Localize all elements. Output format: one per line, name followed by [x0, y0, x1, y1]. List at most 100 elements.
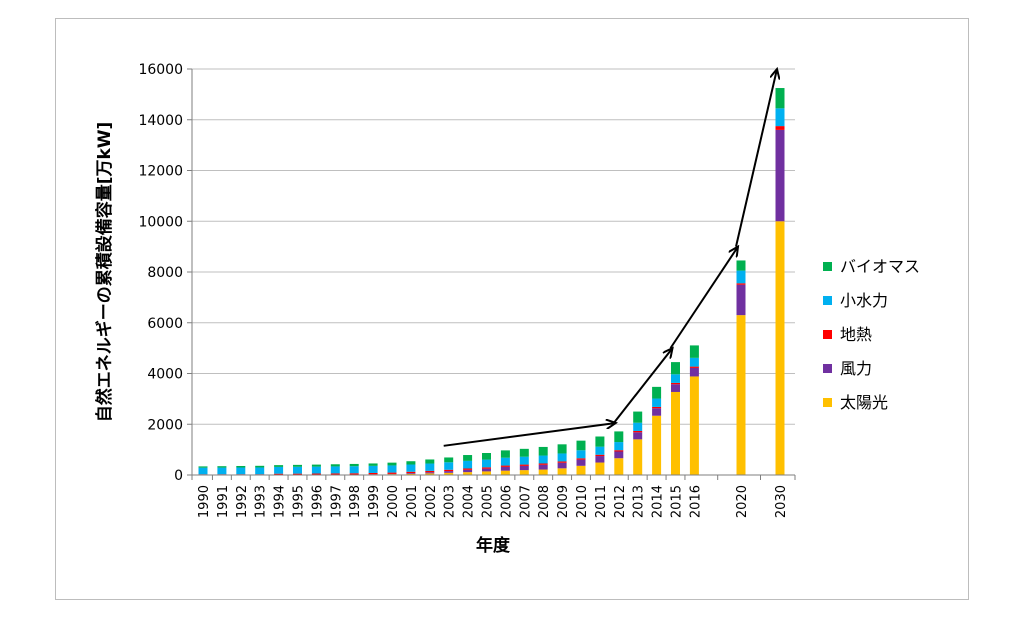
bar-1999-series-3	[369, 466, 378, 473]
bar-2007-series-4	[520, 449, 529, 457]
chart-frame: 0 2000 4000 6000 8000 10000 12000 14000 16000 19…	[55, 18, 969, 600]
bar-2008-series-4	[539, 447, 548, 456]
x-axis-label: 年度	[476, 535, 511, 556]
bar-2002-series-1	[425, 472, 434, 473]
x-tick-label-1990: 1990	[197, 485, 212, 518]
bar-2005-series-2	[482, 467, 491, 468]
bar-2013-series-2	[633, 431, 642, 432]
bar-2020-series-4	[737, 260, 746, 270]
bar-2014-series-3	[652, 399, 661, 407]
x-tick-label-1995: 1995	[292, 485, 307, 518]
y-tick-label: 14000	[138, 113, 183, 129]
legend-label-0: バイオマス	[840, 257, 920, 276]
bar-1994-series-4	[274, 465, 283, 467]
bar-2006-series-1	[501, 467, 510, 471]
y-tick-label: 0	[174, 468, 183, 484]
y-tick-label: 16000	[138, 62, 183, 78]
legend-swatch-2	[823, 330, 832, 339]
bar-2001-series-1	[406, 473, 415, 474]
bar-2007-series-2	[520, 465, 529, 466]
bar-2011-series-3	[595, 447, 604, 455]
legend-label-2: 地熱	[840, 325, 872, 344]
bar-2030-series-0	[776, 221, 785, 475]
bar-2014-series-1	[652, 408, 661, 415]
bar-2004-series-3	[463, 461, 472, 469]
x-tick-label-2004: 2004	[462, 485, 477, 518]
bar-2012-series-2	[614, 450, 623, 451]
x-tick-label-2003: 2003	[443, 485, 458, 518]
bar-1990-series-3	[199, 468, 208, 475]
bar-1996-series-4	[312, 465, 321, 467]
x-tick-label-2009: 2009	[556, 485, 571, 518]
bar-2016-series-0	[690, 376, 699, 475]
bar-2009-series-0	[558, 468, 567, 475]
legend-swatch-3	[823, 364, 832, 373]
x-tick-label-2030: 2030	[774, 485, 789, 518]
bar-2015-series-0	[671, 392, 680, 475]
bar-2020-series-3	[737, 271, 746, 284]
bar-1996-series-3	[312, 467, 321, 474]
bar-2003-series-1	[444, 471, 453, 473]
bar-2001-series-4	[406, 461, 415, 464]
x-tick-label-1996: 1996	[310, 485, 325, 518]
bar-2014-series-0	[652, 416, 661, 475]
bar-2010-series-3	[577, 450, 586, 458]
bar-2004-series-2	[463, 468, 472, 469]
x-tick-label-2008: 2008	[537, 485, 552, 518]
bar-2014-series-4	[652, 387, 661, 399]
bar-2016-series-2	[690, 367, 699, 368]
bar-2014-series-2	[652, 407, 661, 408]
bar-2012-series-3	[614, 442, 623, 450]
bar-2013-series-1	[633, 432, 642, 439]
x-tick-label-2016: 2016	[688, 485, 703, 518]
bar-1998-series-3	[350, 466, 359, 473]
bar-2001-series-2	[406, 472, 415, 473]
bar-2011-series-2	[595, 455, 604, 456]
bar-2020-series-2	[737, 283, 746, 284]
bar-2030-series-4	[776, 88, 785, 108]
bar-2013-series-4	[633, 412, 642, 423]
legend-label-3: 風力	[840, 359, 872, 378]
x-tick-label-1994: 1994	[273, 485, 288, 518]
bar-2020-series-1	[737, 285, 746, 315]
bar-2006-series-4	[501, 450, 510, 457]
bar-2000-series-4	[388, 463, 397, 466]
axes	[187, 69, 795, 480]
bar-1999-series-2	[369, 473, 378, 474]
x-tick-label-1998: 1998	[348, 485, 363, 518]
bar-2002-series-4	[425, 459, 434, 463]
x-tick-label-2012: 2012	[613, 485, 628, 518]
bar-2015-series-1	[671, 384, 680, 392]
bar-2012-series-4	[614, 431, 623, 442]
bar-1992-series-3	[236, 468, 245, 475]
bar-2010-series-1	[577, 460, 586, 466]
legend-swatch-4	[823, 398, 832, 407]
y-tick-label: 4000	[147, 367, 183, 383]
bar-2008-series-2	[539, 463, 548, 464]
y-tick-label: 10000	[138, 214, 183, 230]
bar-2009-series-3	[558, 453, 567, 461]
bar-2008-series-0	[539, 470, 548, 475]
bar-2006-series-0	[501, 471, 510, 475]
bar-2011-series-4	[595, 437, 604, 447]
bar-2007-series-1	[520, 466, 529, 470]
x-tick-label-2005: 2005	[481, 485, 496, 518]
bar-2010-series-4	[577, 441, 586, 451]
bar-2030-series-1	[776, 130, 785, 221]
bars	[199, 88, 785, 475]
x-tick-label-1991: 1991	[216, 485, 231, 518]
bar-2015-series-2	[671, 383, 680, 384]
x-tick-label-1993: 1993	[254, 485, 269, 518]
x-tick-label-1992: 1992	[235, 485, 250, 518]
x-tick-labels: 1990 1991 1992 1993 1994 1995 1996 1997 1998 1999…	[197, 485, 789, 518]
bar-2013-series-0	[633, 439, 642, 475]
bar-2015-series-4	[671, 362, 680, 374]
trend-arrows	[444, 69, 777, 446]
bar-2005-series-1	[482, 469, 491, 472]
bar-2009-series-1	[558, 463, 567, 469]
bar-1999-series-4	[369, 463, 378, 465]
trend-arrow-2	[671, 247, 739, 349]
bar-2005-series-3	[482, 460, 491, 468]
bar-1995-series-3	[293, 467, 302, 474]
legend: バイオマス小水力地熱風力太陽光	[823, 257, 920, 412]
